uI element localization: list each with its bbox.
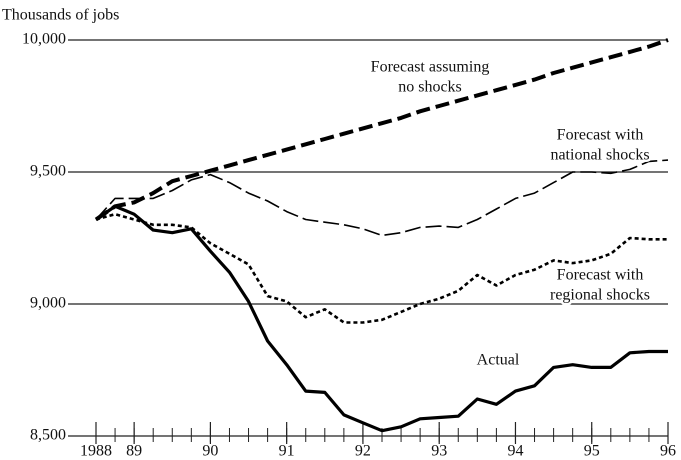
series-label: national shocks xyxy=(550,147,649,164)
y-tick-label: 10,000 xyxy=(22,31,66,48)
series-line xyxy=(95,159,669,237)
x-tick-label: 94 xyxy=(507,443,523,460)
series-line xyxy=(95,204,668,433)
series-label: Actual xyxy=(477,352,520,369)
series-line xyxy=(95,212,668,324)
y-tick-label: 8,500 xyxy=(30,427,66,444)
y-tick-label: 9,000 xyxy=(30,295,66,312)
x-tick-label: 90 xyxy=(202,443,218,460)
x-tick-label: 91 xyxy=(279,443,295,460)
y-tick-label: 9,500 xyxy=(30,163,66,180)
series-label: Forecast with xyxy=(557,267,644,284)
x-tick-label: 92 xyxy=(355,443,371,460)
series-line xyxy=(94,38,669,222)
x-tick-label: 93 xyxy=(431,443,447,460)
series-label: regional shocks xyxy=(550,287,650,304)
x-tick-label: 1988 xyxy=(80,443,112,460)
x-tick-label: 89 xyxy=(126,443,142,460)
y-axis-label: Thousands of jobs xyxy=(2,7,119,24)
x-tick-label: 96 xyxy=(660,443,676,460)
series-label: Forecast with xyxy=(557,127,644,144)
series-label: no shocks xyxy=(398,79,462,96)
x-tick-label: 95 xyxy=(584,443,600,460)
series-label: Forecast assuming xyxy=(371,59,490,76)
